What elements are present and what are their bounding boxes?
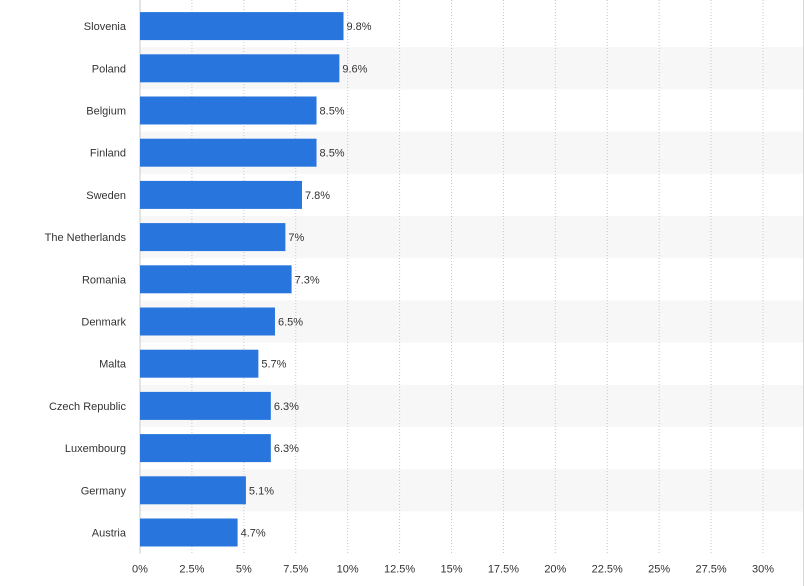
x-tick-label: 20% xyxy=(544,564,566,576)
x-tick-label: 0% xyxy=(132,564,148,576)
category-label: Malta xyxy=(99,359,127,371)
x-tick-label: 2.5% xyxy=(179,564,204,576)
bar[interactable] xyxy=(140,223,286,252)
category-label: Slovenia xyxy=(84,21,127,33)
category-label: Finland xyxy=(90,148,126,160)
x-tick-label: 17.5% xyxy=(488,564,519,576)
data-label: 5.7% xyxy=(261,359,286,371)
data-label: 7.3% xyxy=(295,274,320,286)
category-label: Sweden xyxy=(86,190,126,202)
bar[interactable] xyxy=(140,96,317,125)
data-label: 8.5% xyxy=(320,148,345,160)
data-label: 9.6% xyxy=(342,63,367,75)
data-label: 5.1% xyxy=(249,485,274,497)
data-label: 4.7% xyxy=(241,528,266,540)
x-tick-label: 22.5% xyxy=(592,564,623,576)
data-label: 8.5% xyxy=(320,106,345,118)
bar[interactable] xyxy=(140,12,344,41)
category-label: Romania xyxy=(82,274,127,286)
category-label: Germany xyxy=(81,485,127,497)
row-band xyxy=(140,469,803,512)
category-labels: Slovenia Poland Belgium Finland Sweden The Ne… xyxy=(45,21,127,539)
x-tick-label: 12.5% xyxy=(384,564,415,576)
x-tick-label: 25% xyxy=(648,564,670,576)
bar[interactable] xyxy=(140,476,246,505)
bar[interactable] xyxy=(140,434,271,463)
data-label: 9.8% xyxy=(347,21,372,33)
x-tick-label: 10% xyxy=(337,564,359,576)
category-label: Denmark xyxy=(81,317,126,329)
bar[interactable] xyxy=(140,180,302,209)
data-label: 7.8% xyxy=(305,190,330,202)
category-label: Belgium xyxy=(86,106,126,118)
x-tick-label: 5% xyxy=(236,564,252,576)
category-label: Poland xyxy=(92,63,126,75)
bars xyxy=(140,12,344,547)
x-tick-label: 7.5% xyxy=(283,564,308,576)
bar[interactable] xyxy=(140,518,238,547)
category-label: Czech Republic xyxy=(49,401,127,413)
data-label: 6.3% xyxy=(274,401,299,413)
category-label: Austria xyxy=(92,528,127,540)
x-axis-ticks: 0% 2.5% 5% 7.5% 10% 12.5% 15% 17.5% 20% 22.5% 25% 2… xyxy=(132,564,774,576)
bar[interactable] xyxy=(140,265,292,294)
x-tick-label: 15% xyxy=(440,564,462,576)
bar[interactable] xyxy=(140,349,259,378)
data-labels: 9.8% 9.6% 8.5% 8.5% 7.8% 7% 7.3% 6.5% 5.7% 6.3% 6.… xyxy=(241,21,372,539)
bar[interactable] xyxy=(140,307,275,336)
data-label: 6.3% xyxy=(274,443,299,455)
bar[interactable] xyxy=(140,54,340,83)
data-label: 7% xyxy=(288,232,304,244)
x-tick-label: 30% xyxy=(752,564,774,576)
bar[interactable] xyxy=(140,391,271,420)
data-label: 6.5% xyxy=(278,317,303,329)
bar[interactable] xyxy=(140,138,317,167)
x-tick-label: 27.5% xyxy=(695,564,726,576)
category-label: Luxembourg xyxy=(65,443,126,455)
category-label: The Netherlands xyxy=(45,232,127,244)
